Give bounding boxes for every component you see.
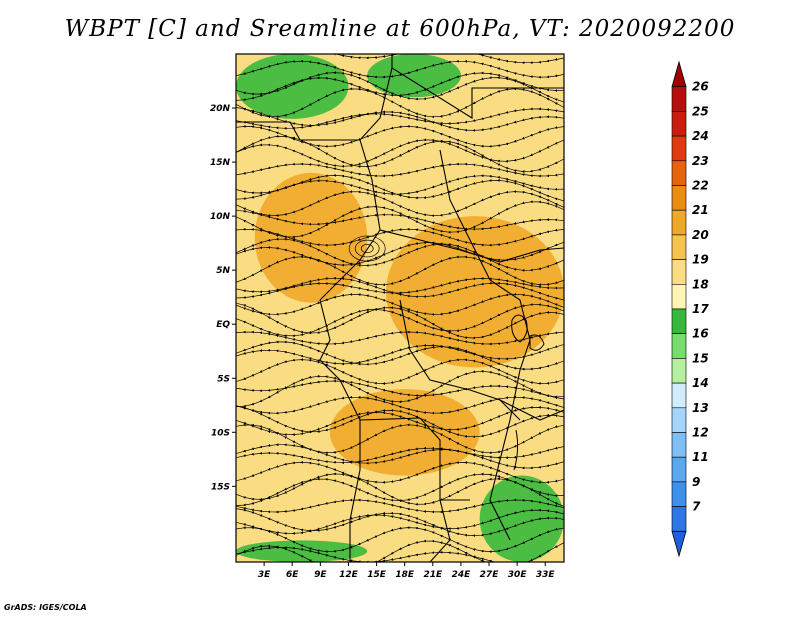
lon-tick-label: 30E: [508, 570, 528, 580]
colorbar-label: 19: [692, 253, 709, 267]
lat-tick-label: 15S: [211, 482, 230, 492]
map-frame: [235, 53, 565, 563]
colorbar-label: 7: [692, 500, 701, 514]
colorbar-swatch: [671, 283, 687, 310]
colorbar-label: 20: [692, 228, 709, 242]
chart-title: WBPT [C] and Sreamline at 600hPa, VT: 20…: [64, 16, 736, 42]
colorbar-top-triangle: [671, 60, 687, 88]
colorbar-swatch: [671, 209, 687, 236]
lat-tick-label: 10S: [211, 428, 230, 438]
colorbar-swatch: [671, 333, 687, 359]
lon-tick-label: 12E: [339, 570, 359, 580]
streamline-vortex: [360, 244, 374, 254]
streamline-vortex: [354, 239, 380, 258]
lon-tick-label: 33E: [536, 570, 556, 580]
lat-tick-label: EQ: [216, 320, 230, 330]
grads-credit: GrADS: IGES/COLA: [4, 603, 87, 612]
colorbar-swatch: [671, 185, 687, 211]
colorbar-swatch: [671, 481, 687, 507]
lat-tick-label: 5N: [216, 266, 230, 276]
streamline: [236, 302, 564, 340]
colorbar-label: 16: [692, 327, 709, 341]
colorbar-label: 11: [692, 450, 709, 464]
colorbar-swatch: [671, 358, 687, 384]
colorbar-swatch: [671, 234, 687, 260]
colorbar-swatch: [671, 308, 687, 335]
lon-tick-label: 27E: [480, 570, 500, 580]
lon-tick-label: 24E: [452, 570, 472, 580]
colorbar-label: 13: [692, 401, 709, 415]
colorbar-label: 17: [692, 302, 709, 316]
map-axes: 20N 15N 10N 5N EQ 5S 10S 15S 3E 6E 9E 12E 15E 18E 21E 2…: [210, 104, 556, 580]
colorbar-label: 18: [692, 277, 709, 291]
wbpt-zone-17: [367, 54, 461, 98]
streamlines: [236, 54, 564, 562]
lat-tick-label: 20N: [210, 104, 231, 114]
colorbar-swatch: [671, 135, 687, 162]
colorbar-label: 23: [692, 154, 709, 168]
colorbar-label: 24: [692, 129, 709, 143]
colorbar-bottom-triangle: [671, 530, 687, 558]
wbpt-zone-17: [236, 540, 368, 562]
colorbar-swatch: [671, 456, 687, 483]
colorbar-label: 9: [692, 475, 700, 489]
lat-tick-label: 10N: [210, 212, 231, 222]
streamline-vortex: [348, 235, 386, 262]
streamline: [236, 209, 564, 231]
colorbar-swatch: [671, 86, 687, 112]
colorbar-swatch: [671, 506, 687, 532]
colorbar-label: 12: [692, 426, 709, 440]
wbpt-zone-17: [236, 54, 349, 119]
lon-tick-label: 15E: [367, 570, 387, 580]
streamline: [236, 546, 558, 562]
colorbar: 26 25 24 23 22 21 20 19 18 17 16 15 14 13 12 11 9 7: [671, 60, 709, 558]
colorbar-label: 22: [692, 179, 709, 193]
colorbar-swatch: [671, 111, 687, 137]
colorbar-swatch: [671, 407, 687, 433]
colorbar-swatch: [671, 432, 687, 458]
lon-tick-label: 18E: [395, 570, 415, 580]
lat-tick-label: 15N: [210, 158, 231, 168]
lat-tick-label: 5S: [217, 374, 230, 384]
colorbar-label: 21: [692, 203, 709, 217]
colorbar-swatch: [671, 382, 687, 409]
colorbar-label: 15: [692, 351, 709, 365]
colorbar-label: 26: [692, 80, 709, 94]
colorbar-swatch: [671, 259, 687, 285]
lon-tick-label: 6E: [286, 570, 299, 580]
lon-tick-label: 9E: [314, 570, 327, 580]
lon-tick-label: 21E: [423, 570, 443, 580]
lon-tick-label: 3E: [258, 570, 271, 580]
colorbar-swatch: [671, 160, 687, 186]
streamline: [236, 379, 564, 400]
colorbar-label: 25: [692, 104, 709, 118]
lakes: [511, 314, 545, 471]
colorbar-label: 14: [692, 376, 709, 390]
